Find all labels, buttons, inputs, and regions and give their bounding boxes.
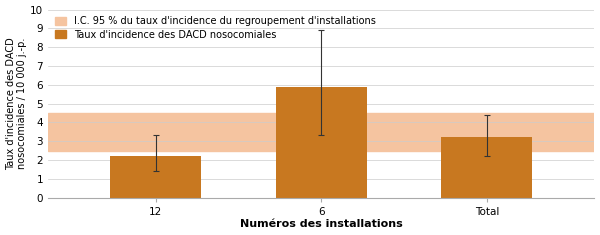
Bar bbox=[441, 137, 532, 198]
Legend: I.C. 95 % du taux d'incidence du regroupement d'installations, Taux d'incidence : I.C. 95 % du taux d'incidence du regroup… bbox=[53, 14, 378, 42]
Bar bbox=[110, 156, 201, 198]
Bar bbox=[275, 87, 367, 198]
X-axis label: Numéros des installations: Numéros des installations bbox=[240, 219, 403, 229]
Bar bbox=[48, 113, 595, 151]
Y-axis label: Taux d'incidence des DACD
nosocomiales / 10 000 j.-p.: Taux d'incidence des DACD nosocomiales /… bbox=[5, 37, 27, 170]
